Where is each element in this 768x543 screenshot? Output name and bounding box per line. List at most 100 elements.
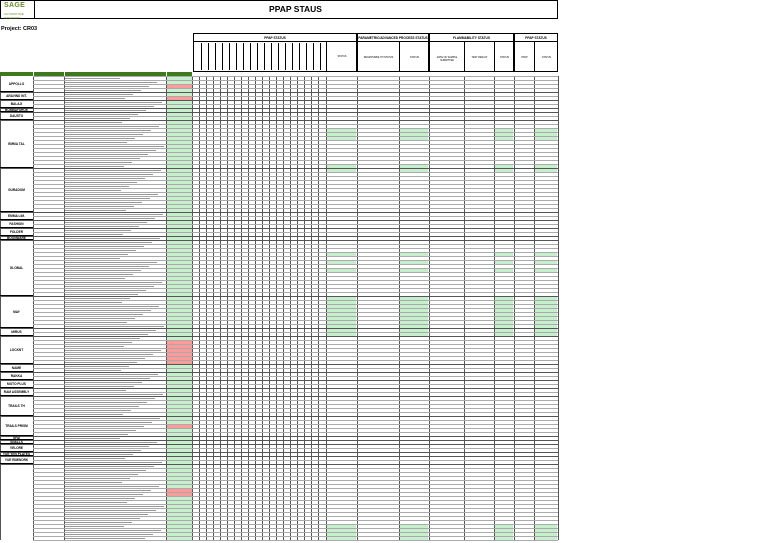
result-cell: [535, 129, 557, 132]
result-cell: [327, 533, 356, 536]
result-cell: [400, 165, 428, 168]
result-cell: [535, 333, 557, 336]
group-separator: [0, 108, 558, 109]
result-cell: [400, 269, 428, 272]
status-cell: [167, 253, 192, 256]
grid-row-line: [33, 260, 558, 261]
result-cell: [495, 165, 513, 168]
description-text: [65, 406, 139, 407]
group-flammability: FLAMMABILITY STATUS DATE OF SAMPLE SUBMI…: [429, 33, 514, 72]
supplier-name: APPOLLO: [0, 76, 33, 92]
status-cell: [167, 101, 192, 104]
result-cell: [400, 525, 428, 528]
ppap-element-col: [278, 43, 279, 70]
description-text: [65, 86, 149, 87]
ppap-element-col: [208, 43, 209, 70]
status-cell: [167, 485, 192, 488]
grid-row-line: [33, 532, 558, 533]
status-cell: [167, 525, 192, 528]
grid-row-line: [33, 368, 558, 369]
description-text: [65, 430, 136, 431]
grid-row-line: [33, 196, 558, 197]
group-separator: [0, 92, 558, 93]
status-cell: [167, 325, 192, 328]
description-text: [65, 142, 127, 143]
status-cell: [167, 465, 192, 468]
description-text: [65, 182, 137, 183]
description-text: [65, 426, 144, 427]
group-separator: [0, 372, 558, 373]
grid-row-line: [33, 424, 558, 425]
description-text: [65, 138, 135, 139]
grid-row-line: [33, 248, 558, 249]
grid-row-line: [33, 312, 558, 313]
grid-column-line: [0, 76, 1, 540]
status-cell: [167, 169, 192, 172]
description-text: [65, 374, 158, 375]
status-cell: [167, 245, 192, 248]
status-cell: [167, 533, 192, 536]
status-cell: [167, 273, 192, 276]
description-text: [65, 258, 120, 259]
description-text: [65, 342, 132, 343]
status-cell: [167, 341, 192, 344]
status-cell: [167, 417, 192, 420]
result-cell: [495, 297, 513, 300]
result-cell: [327, 165, 356, 168]
status-cell: [167, 181, 192, 184]
description-text: [65, 386, 134, 387]
group-separator: [0, 464, 558, 465]
description-text: [65, 162, 132, 163]
grid-row-line: [33, 136, 558, 137]
status-cell: [167, 441, 192, 444]
ppap-element-col: [222, 43, 223, 70]
description-text: [65, 154, 148, 155]
result-cell: [495, 313, 513, 316]
result-cell: [400, 533, 428, 536]
group-separator: [0, 388, 558, 389]
supplier-name: EMMA TAL: [0, 120, 33, 168]
supplier-name: SFAI: [0, 436, 33, 440]
description-text: [65, 242, 152, 243]
status-cell: [167, 77, 192, 80]
grid-row-line: [33, 244, 558, 245]
supplier-name: YUE RIMWORK: [0, 456, 33, 464]
description-text: [65, 530, 161, 531]
grid-row-line: [33, 304, 558, 305]
result-cell: [400, 529, 428, 532]
grid-row-line: [33, 76, 558, 77]
grid-row-line: [33, 276, 558, 277]
result-cell: [535, 329, 557, 332]
logo-mark: SAGE: [4, 2, 26, 9]
description-text: [65, 346, 124, 347]
result-cell: [400, 333, 428, 336]
description-text: [65, 394, 163, 395]
grid-row-line: [33, 216, 558, 217]
group-separator: [0, 100, 558, 101]
col-header: PPAP: [515, 42, 535, 71]
result-cell: [495, 529, 513, 532]
result-cell: [535, 317, 557, 320]
supplier-name: BOONWARE: [0, 236, 33, 240]
status-cell: [167, 157, 192, 160]
grid-row-line: [33, 308, 558, 309]
description-text: [65, 518, 140, 519]
grid-column-line: [558, 76, 559, 540]
description-text: [65, 158, 140, 159]
company-logo: SAGE AUTOMOTIVE INTERIORS: [1, 1, 35, 20]
grid-row-line: [33, 420, 558, 421]
description-text: [65, 118, 130, 119]
description-text: [65, 410, 131, 411]
status-cell: [167, 353, 192, 356]
description-text: [65, 106, 154, 107]
description-text: [65, 474, 138, 475]
description-text: [65, 206, 134, 207]
grid-row-line: [33, 104, 558, 105]
description-text: [65, 110, 146, 111]
grid-row-line: [33, 256, 558, 257]
result-cell: [327, 325, 356, 328]
grid-row-line: [33, 224, 558, 225]
status-cell: [167, 189, 192, 192]
status-cell: [167, 145, 192, 148]
status-cell: [167, 265, 192, 268]
